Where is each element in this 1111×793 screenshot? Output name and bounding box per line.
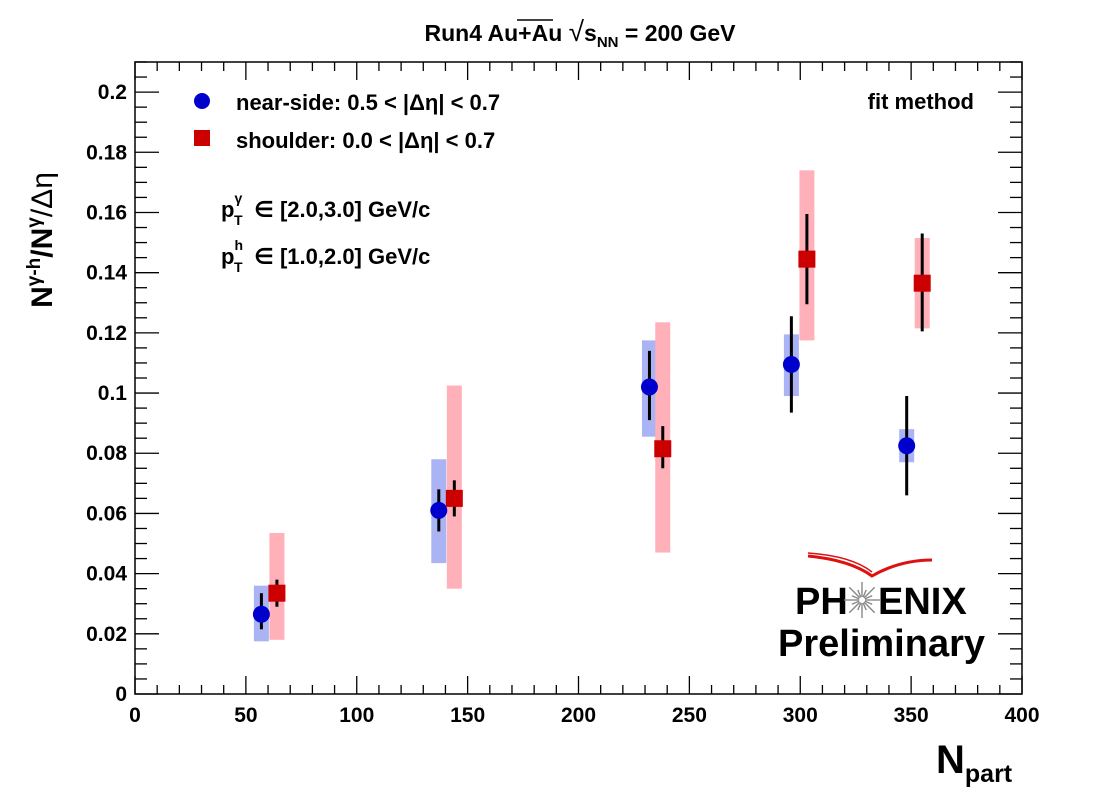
- x-tick-label: 300: [783, 704, 818, 727]
- logo-text-ph: PH: [795, 581, 848, 623]
- x-tick-label: 100: [339, 704, 374, 727]
- logo-star-ray: [862, 589, 867, 598]
- legend: near-side: 0.5 < |Δη| < 0.7 shoulder: 0.…: [194, 90, 500, 153]
- data-point-shoulder: [913, 274, 931, 292]
- tick-labels: 0 50 100 150 200 250 300 350 400 0 0.02 0.04 0.06 0.0…: [86, 81, 1039, 727]
- y-tick-label: 0.02: [86, 623, 127, 646]
- y-label-n2: N: [26, 228, 59, 250]
- pt-gamma-p: p: [221, 197, 234, 222]
- x-tick-label: 250: [672, 704, 707, 727]
- logo-star-ray: [851, 595, 860, 600]
- x-label-main: N: [936, 738, 965, 782]
- logo-text-preliminary: Preliminary: [778, 623, 985, 665]
- title-sub: NN: [597, 34, 619, 51]
- logo-star-ray: [862, 602, 867, 611]
- data-point-near-side: [782, 355, 800, 373]
- y-tick-label: 0.2: [98, 81, 127, 104]
- legend-marker-shoulder: [194, 130, 210, 146]
- legend-label-near-side: near-side: 0.5 < |Δη| < 0.7: [236, 90, 500, 115]
- x-tick-label: 0: [129, 704, 141, 727]
- systematic-bands: [253, 170, 930, 642]
- pt-h-rest: ∈ [1.0,2.0] GeV/c: [248, 244, 430, 269]
- x-tick-label: 350: [894, 704, 929, 727]
- data-markers: [252, 250, 931, 623]
- logo-star-ray: [864, 600, 873, 605]
- y-tick-label: 0.12: [86, 322, 127, 345]
- logo-star-ray: [863, 586, 876, 599]
- annotation-pt-gamma: pγ T ∈ [2.0,3.0] GeV/c: [221, 190, 430, 228]
- x-tick-label: 400: [1004, 704, 1039, 727]
- x-tick-label: 150: [450, 704, 485, 727]
- data-point-near-side: [430, 501, 448, 519]
- y-label-sup2: γ: [24, 217, 45, 228]
- pt-gamma-rest: ∈ [2.0,3.0] GeV/c: [248, 197, 430, 222]
- statistical-errors: [259, 213, 924, 630]
- legend-label-shoulder: shoulder: 0.0 < |Δη| < 0.7: [236, 128, 495, 153]
- title-rest: = 200 GeV: [619, 20, 737, 46]
- y-tick-label: 0.14: [86, 262, 127, 285]
- logo-text-enix: ENIX: [878, 581, 967, 623]
- legend-marker-near-side: [194, 93, 210, 109]
- y-label-slash: /: [26, 249, 59, 258]
- y-tick-label: 0.16: [86, 201, 127, 224]
- logo-star-ray: [851, 600, 860, 605]
- title-s: s: [584, 20, 597, 46]
- data-point-shoulder: [445, 489, 463, 507]
- y-label-rest: /Δη: [26, 172, 59, 217]
- annotation-pt-h: ph T ∈ [1.0,2.0] GeV/c: [221, 237, 430, 275]
- pt-h-p: p: [221, 244, 234, 269]
- logo-star-ray: [857, 602, 862, 611]
- x-tick-label: 200: [561, 704, 596, 727]
- data-point-shoulder: [798, 250, 816, 268]
- data-point-near-side: [252, 605, 270, 623]
- x-tick-label: 50: [234, 704, 257, 727]
- data-point-shoulder: [654, 440, 672, 458]
- y-label-n1: N: [26, 286, 59, 308]
- logo-swoosh: [807, 554, 933, 578]
- y-tick-label: 0.18: [86, 141, 127, 164]
- x-label-sub: part: [965, 760, 1013, 788]
- pt-h-sup: h: [234, 237, 243, 253]
- logo-swoosh-tail: [807, 552, 873, 573]
- y-tick-label: 0.1: [98, 382, 128, 405]
- axis-ticks: [134, 61, 1023, 695]
- data-point-shoulder: [268, 584, 286, 602]
- y-tick-label: 0.04: [86, 563, 127, 586]
- y-tick-label: 0: [115, 683, 127, 706]
- y-tick-label: 0.08: [86, 442, 127, 465]
- logo-star: [844, 582, 880, 618]
- data-point-near-side: [640, 378, 658, 396]
- y-axis-label: Nγ-h/Nγ/Δη: [24, 172, 59, 308]
- data-point-near-side: [898, 437, 916, 455]
- logo-star-ray: [848, 601, 861, 614]
- logo-star-ray: [857, 589, 862, 598]
- logo-star-ray: [863, 601, 876, 614]
- logo-star-ray: [864, 595, 873, 600]
- title-sqrt: √: [569, 16, 585, 47]
- y-tick-label: 0.06: [86, 502, 127, 525]
- annotation-fit-method: fit method: [868, 89, 974, 114]
- title-main: Run4 Au+Au: [424, 20, 568, 46]
- x-axis-label: Npart: [936, 738, 1013, 788]
- logo-star-ray: [848, 586, 861, 599]
- pt-gamma-sup: γ: [234, 190, 242, 206]
- phenix-logo: PH ENIX Preliminary: [778, 552, 985, 665]
- pt-h-sub: T: [234, 259, 243, 275]
- pt-gamma-sub: T: [234, 212, 243, 228]
- chart-title: Run4 Au+Au √sNN = 200 GeV: [424, 16, 736, 51]
- y-label-sup1: γ-h: [24, 258, 45, 287]
